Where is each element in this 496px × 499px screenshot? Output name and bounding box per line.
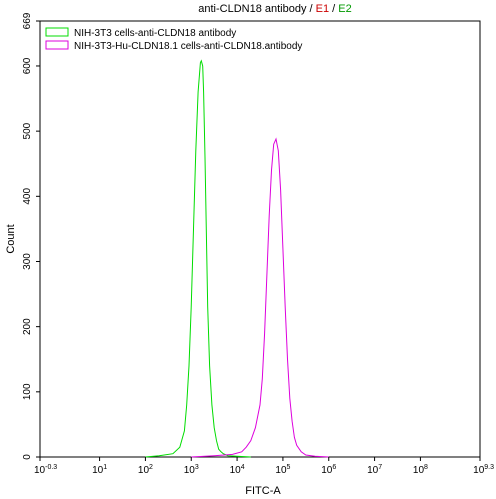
y-tick-label: 669 — [22, 12, 33, 29]
y-tick-label: 600 — [22, 57, 33, 74]
title-part-3: / — [329, 3, 338, 15]
title-part-1: / — [306, 3, 315, 15]
plot-area-frame — [39, 20, 481, 458]
x-tick-label: 108 — [413, 464, 428, 476]
x-tick-label: 104 — [230, 464, 245, 476]
y-tick-label: 100 — [22, 383, 33, 400]
x-tick-label: 109.3 — [473, 464, 494, 476]
legend-label-1: NIH-3T3 cells-anti-CLDN18 antibody — [74, 28, 236, 39]
title-part-4: E2 — [338, 3, 351, 15]
x-tick-label: 105 — [275, 464, 290, 476]
x-axis-ticks: 10-0.3 101 102 103 104 105 106 107 108 109.3 — [34, 457, 494, 476]
legend-swatch-2 — [45, 40, 69, 50]
y-axis-title: Count — [5, 224, 17, 253]
x-tick-label: 107 — [367, 464, 382, 476]
x-tick-label: 106 — [321, 464, 336, 476]
legend: NIH-3T3 cells-anti-CLDN18 antibody NIH-3T… — [45, 27, 302, 52]
legend-swatch-1 — [45, 27, 69, 37]
y-tick-label: 200 — [22, 318, 33, 335]
y-tick-label: 0 — [22, 454, 33, 460]
title-part-0: anti-CLDN18 antibody — [198, 3, 307, 15]
x-tick-label: 10-0.3 — [34, 464, 57, 476]
series-line-1 — [145, 59, 251, 458]
x-tick-label: 101 — [92, 464, 107, 476]
y-tick-label: 300 — [22, 253, 33, 270]
x-tick-label: 102 — [138, 464, 153, 476]
x-tick-label: 103 — [184, 464, 199, 476]
x-axis-title: FITC-A — [245, 485, 281, 497]
y-axis-ticks: 0 100 200 300 400 500 600 669 — [22, 12, 40, 460]
y-tick-label: 400 — [22, 188, 33, 205]
y-tick-label: 500 — [22, 122, 33, 139]
legend-label-2: NIH-3T3-Hu-CLDN18.1 cells-anti-CLDN18.an… — [74, 41, 302, 52]
title-part-2: E1 — [316, 3, 329, 15]
chart-title: anti-CLDN18 antibody / E1 / E2 — [198, 3, 352, 15]
series-line-2 — [191, 137, 329, 458]
histogram-curves — [145, 59, 329, 458]
